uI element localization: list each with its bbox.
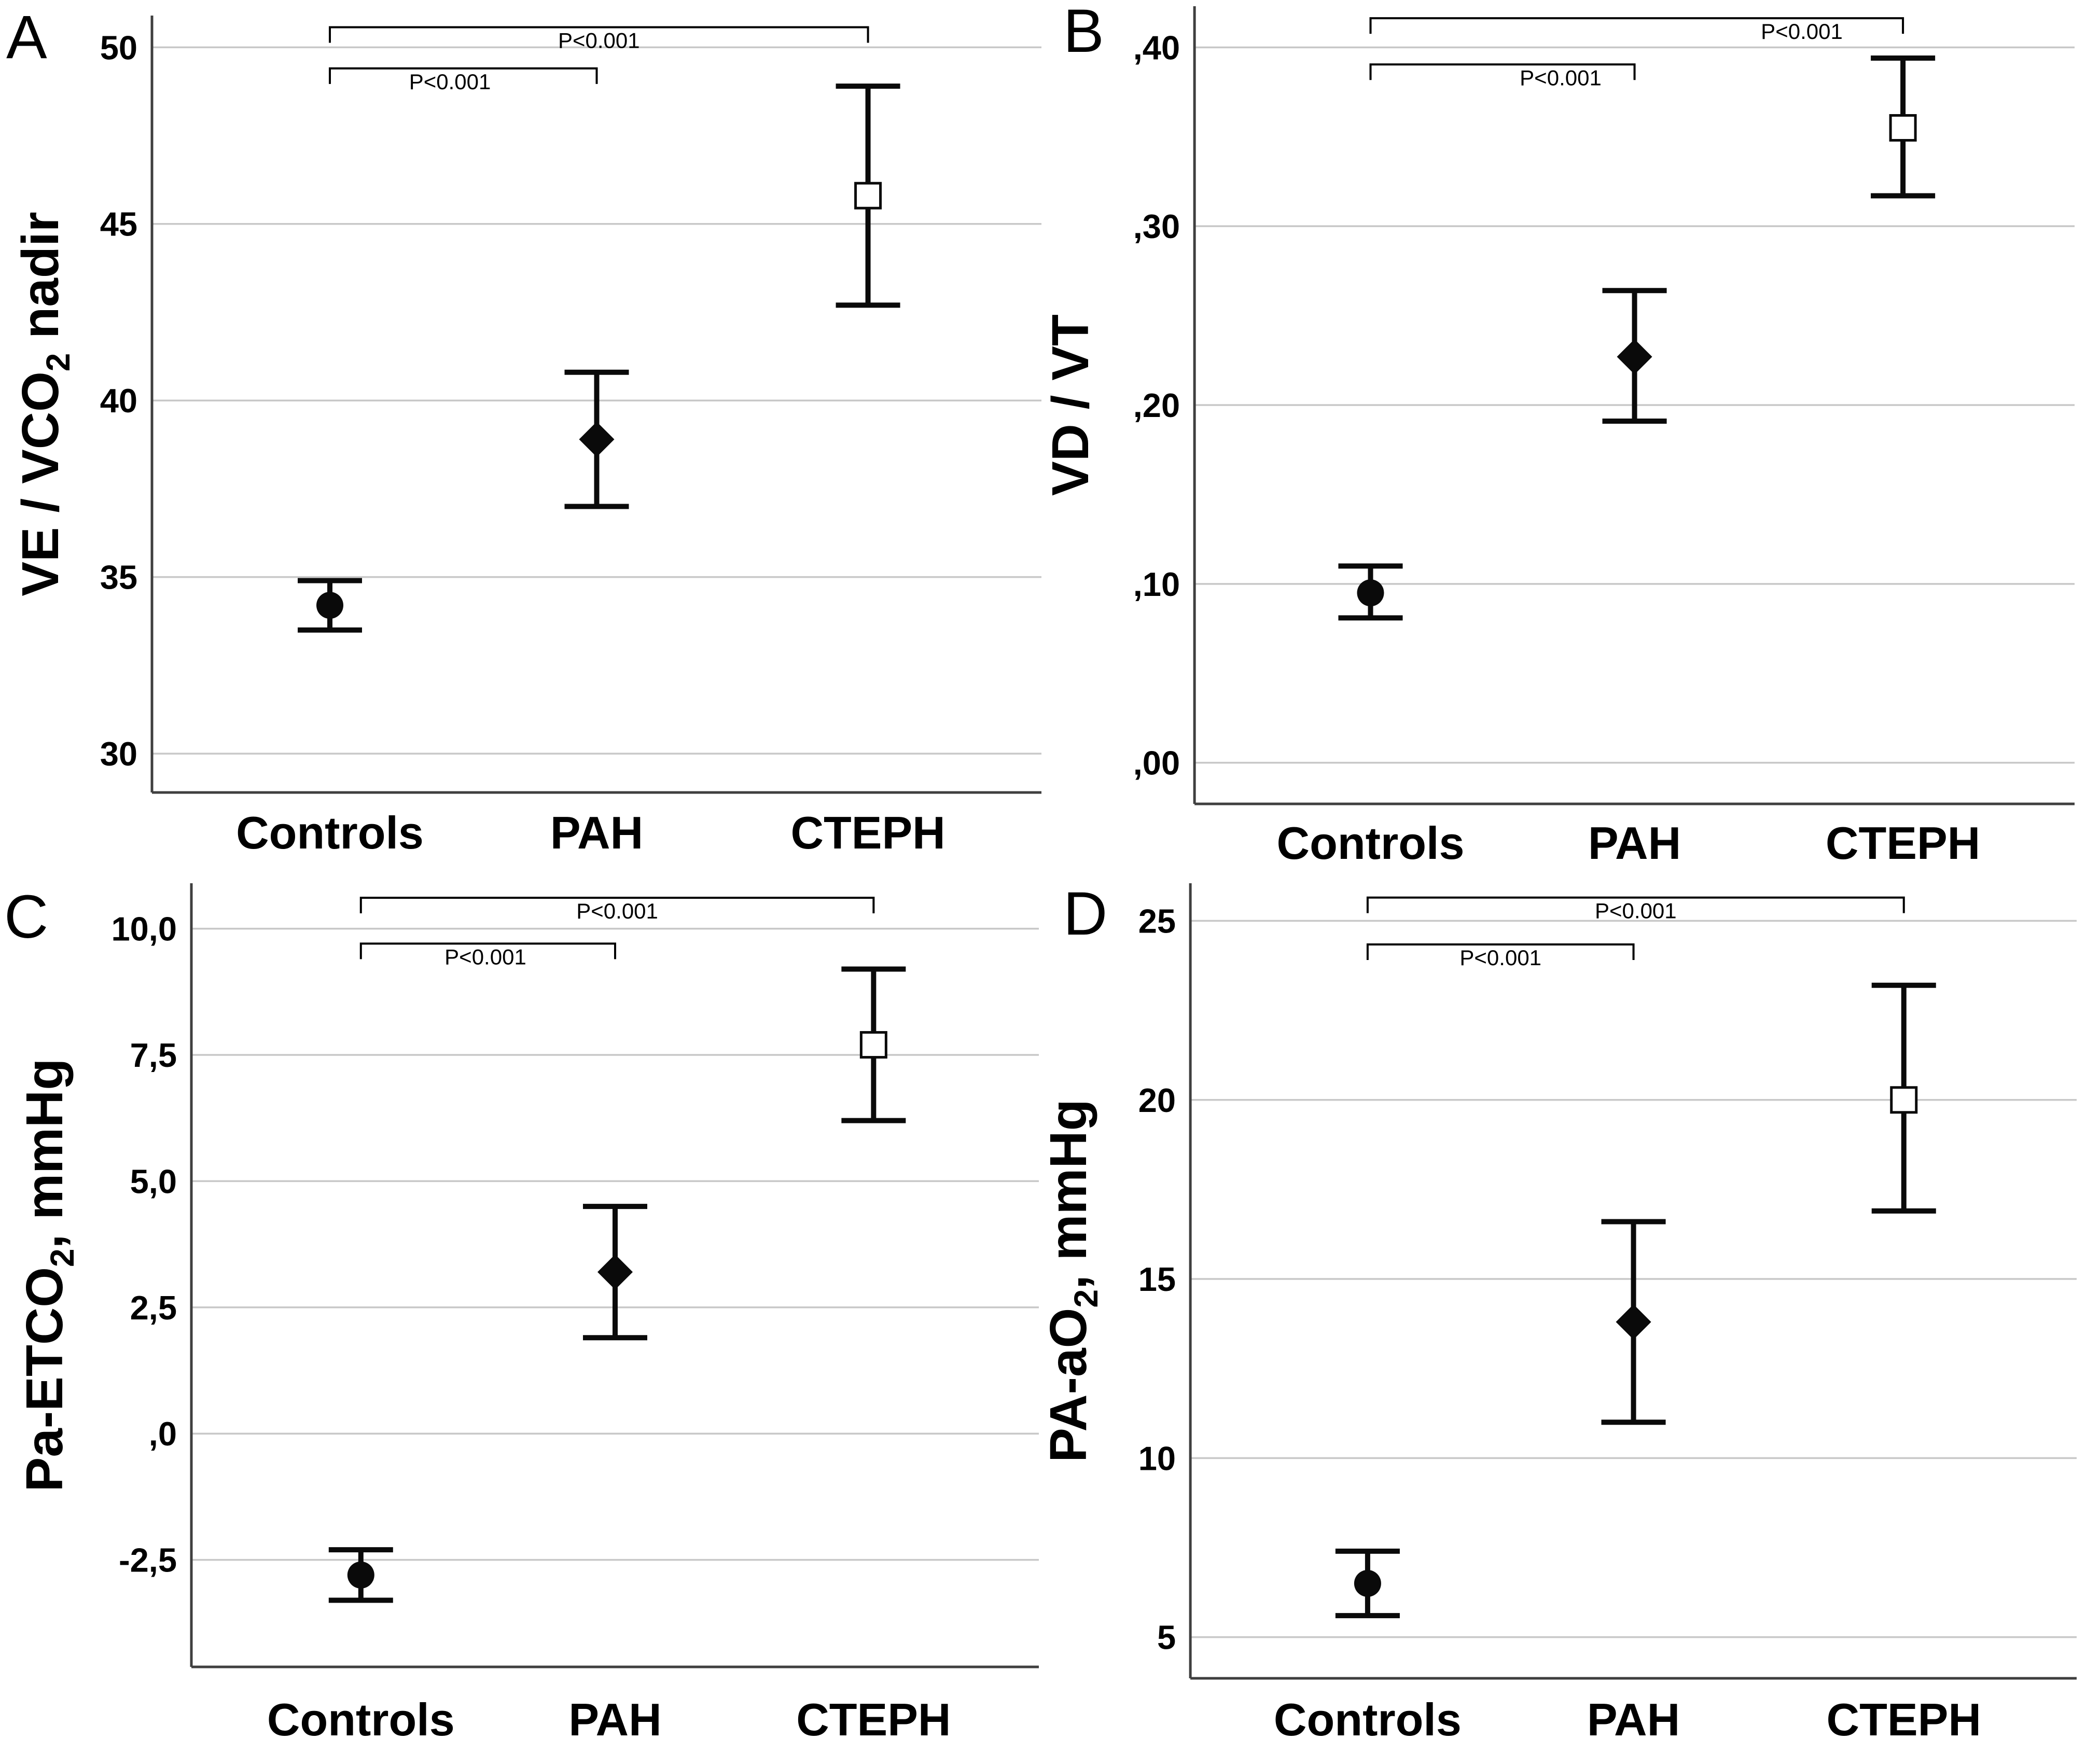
y-tick-label: -2,5: [119, 1541, 177, 1579]
errorbar-cteph: [1871, 982, 1936, 1214]
y-tick-label: 5: [1157, 1619, 1176, 1657]
p-value-label: P<0.001: [444, 944, 526, 969]
marker-square: [1890, 1086, 1918, 1114]
y-axis-title: PA-aO2, mmHg: [1050, 1099, 1105, 1462]
marker-circle: [316, 592, 343, 619]
y-tick-label: 20: [1138, 1081, 1176, 1119]
marker-diamond: [1616, 1304, 1651, 1340]
panel-letter: C: [4, 883, 48, 951]
category-label-pah: PAH: [1588, 817, 1681, 869]
significance-bracket: [329, 26, 869, 43]
significance-bracket: [1366, 896, 1905, 913]
errorbar-controls: [328, 1547, 393, 1603]
errorbar-pah: [1601, 1219, 1666, 1425]
y-axis-title: VE / VCO2 nadir: [11, 212, 77, 596]
errorbar-controls: [1335, 1548, 1400, 1619]
significance-bracket: [1369, 17, 1904, 34]
significance-bracket: [329, 67, 598, 84]
panel-chart-svg: 50 45 40 35 30 VE / VCO2 nadir Controls PAH CTEP…: [6, 3, 1041, 858]
y-tick-label: 45: [100, 205, 137, 243]
y-tick-label: 25: [1138, 902, 1176, 940]
category-label-cteph: CTEPH: [1827, 1694, 1981, 1745]
significance-bracket: [1369, 63, 1636, 80]
errorbar-controls: [1338, 563, 1403, 621]
y-tick-label: 5,0: [130, 1162, 177, 1200]
category-label-pah: PAH: [1587, 1694, 1680, 1745]
panel-chart-svg: 10,0 7,5 5,0 2,5 ,0 -2,5 Pa-ETCO2, mmHg Control…: [4, 883, 1039, 1745]
p-value-label: P<0.001: [1761, 19, 1843, 44]
y-tick-label: 10,0: [111, 910, 177, 948]
p-value-label: P<0.001: [1595, 899, 1677, 923]
panel-letter: A: [6, 3, 47, 72]
category-label-cteph: CTEPH: [1826, 817, 1980, 869]
marker-square: [854, 182, 882, 210]
category-label-cteph: CTEPH: [796, 1694, 951, 1745]
errorbar-pah: [564, 369, 629, 509]
y-tick-label: ,00: [1133, 744, 1180, 782]
y-tick-label: ,10: [1133, 565, 1180, 603]
marker-square: [859, 1031, 887, 1059]
panel-chart-svg: 25 20 15 10 5 PA-aO2, mmHg Controls PAH CTEPH P<0…: [1050, 880, 2077, 1745]
category-label-controls: Controls: [1274, 1694, 1462, 1745]
subscript: 2: [1067, 1289, 1105, 1308]
marker-circle: [1357, 579, 1384, 607]
category-label-pah: PAH: [550, 807, 643, 858]
y-axis-title: Pa-ETCO2, mmHg: [16, 1059, 81, 1492]
marker-circle: [1354, 1570, 1381, 1597]
y-tick-label: 10: [1138, 1439, 1176, 1477]
y-tick-label: 15: [1138, 1260, 1176, 1298]
subscript: 2: [39, 353, 77, 372]
panel-d: 25 20 15 10 5 PA-aO2, mmHg Controls PAH CTEPH P<0…: [1050, 876, 2100, 1753]
y-axis-title: VD / VT: [1050, 314, 1100, 496]
marker-square: [1889, 114, 1917, 142]
p-value-label: P<0.001: [409, 69, 491, 94]
category-label-controls: Controls: [236, 807, 424, 858]
y-tick-label: ,20: [1133, 386, 1180, 424]
errorbar-controls: [298, 578, 362, 633]
errorbar-cteph: [1871, 55, 1936, 199]
p-value-label: P<0.001: [576, 899, 658, 923]
significance-bracket: [359, 942, 616, 959]
panel-letter: B: [1063, 0, 1104, 65]
y-tick-label: 50: [100, 29, 137, 66]
p-value-label: P<0.001: [558, 28, 640, 52]
y-tick-label: 7,5: [130, 1036, 177, 1074]
errorbar-cteph: [841, 966, 906, 1123]
panel-b: ,40 ,30 ,20 ,10 ,00 VD / VT Controls PAH CTEPH P<…: [1050, 0, 2100, 876]
p-value-label: P<0.001: [1459, 945, 1541, 970]
category-label-cteph: CTEPH: [790, 807, 945, 858]
errorbar-pah: [1602, 288, 1667, 424]
marker-circle: [347, 1561, 374, 1589]
significance-bracket: [359, 896, 875, 913]
marker-diamond: [579, 422, 615, 457]
y-tick-label: 40: [100, 382, 137, 420]
category-label-controls: Controls: [1277, 817, 1465, 869]
y-tick-label: ,30: [1133, 207, 1180, 245]
y-tick-label: ,40: [1133, 29, 1180, 66]
panel-chart-svg: ,40 ,30 ,20 ,10 ,00 VD / VT Controls PAH CTEPH P<…: [1050, 0, 2075, 869]
y-tick-label: ,0: [149, 1415, 177, 1453]
panel-c: 10,0 7,5 5,0 2,5 ,0 -2,5 Pa-ETCO2, mmHg Control…: [0, 876, 1050, 1753]
errorbar-pah: [583, 1204, 647, 1341]
y-tick-label: 35: [100, 559, 137, 596]
marker-diamond: [597, 1254, 633, 1290]
y-tick-label: 30: [100, 735, 137, 773]
y-tick-label: 2,5: [130, 1289, 177, 1327]
panel-letter: D: [1063, 880, 1107, 948]
errorbar-cteph: [836, 84, 900, 308]
significance-bracket: [1366, 943, 1635, 961]
subscript: 2: [44, 1248, 81, 1267]
category-label-controls: Controls: [267, 1694, 455, 1745]
category-label-pah: PAH: [568, 1694, 661, 1745]
panel-a: 50 45 40 35 30 VE / VCO2 nadir Controls PAH CTEP…: [0, 0, 1050, 876]
p-value-label: P<0.001: [1520, 65, 1602, 90]
marker-diamond: [1617, 339, 1652, 374]
